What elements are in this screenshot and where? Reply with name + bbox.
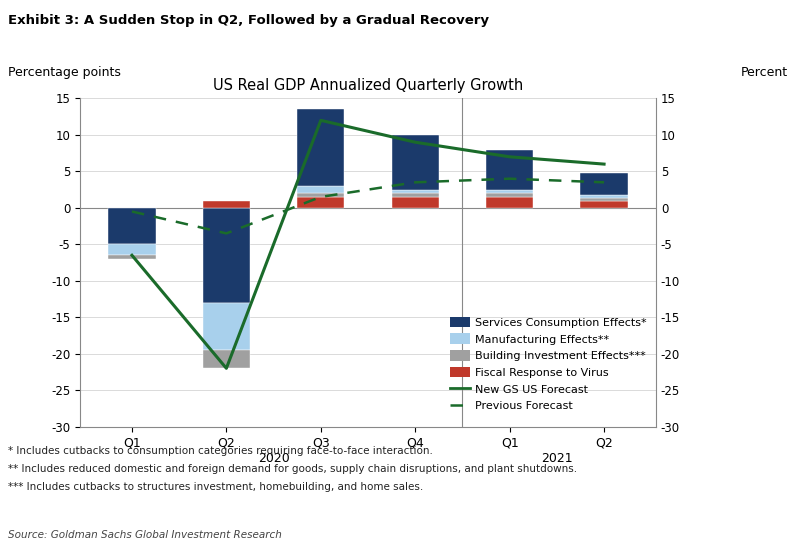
Bar: [108, 245, 155, 255]
Text: * Includes cutbacks to consumption categories requiring face-to-face interaction: * Includes cutbacks to consumption categ…: [8, 446, 433, 456]
Text: Exhibit 3: A Sudden Stop in Q2, Followed by a Gradual Recovery: Exhibit 3: A Sudden Stop in Q2, Followed…: [8, 14, 489, 27]
Bar: [297, 197, 344, 208]
Bar: [486, 190, 534, 193]
Bar: [108, 255, 155, 259]
Text: 2021: 2021: [541, 452, 573, 465]
Text: Percentage points: Percentage points: [8, 66, 121, 79]
Bar: [392, 193, 439, 197]
Title: US Real GDP Annualized Quarterly Growth: US Real GDP Annualized Quarterly Growth: [213, 78, 523, 93]
Bar: [581, 201, 628, 208]
Bar: [581, 195, 628, 199]
Bar: [202, 201, 250, 208]
Bar: [202, 208, 250, 302]
Bar: [297, 186, 344, 193]
Bar: [486, 197, 534, 208]
Bar: [392, 190, 439, 193]
Bar: [297, 109, 344, 186]
Bar: [486, 149, 534, 190]
Bar: [581, 173, 628, 195]
Bar: [108, 208, 155, 245]
Bar: [202, 302, 250, 350]
Text: *** Includes cutbacks to structures investment, homebuilding, and home sales.: *** Includes cutbacks to structures inve…: [8, 482, 423, 492]
Text: 2020: 2020: [258, 452, 290, 465]
Bar: [486, 193, 534, 197]
Text: Source: Goldman Sachs Global Investment Research: Source: Goldman Sachs Global Investment …: [8, 531, 282, 540]
Bar: [581, 199, 628, 201]
Bar: [392, 135, 439, 190]
Text: Percent: Percent: [741, 66, 788, 79]
Text: ** Includes reduced domestic and foreign demand for goods, supply chain disrupti: ** Includes reduced domestic and foreign…: [8, 464, 577, 474]
Bar: [297, 193, 344, 197]
Legend: Services Consumption Effects*, Manufacturing Effects**, Building Investment Effe: Services Consumption Effects*, Manufactu…: [446, 313, 650, 415]
Bar: [392, 197, 439, 208]
Bar: [202, 350, 250, 368]
